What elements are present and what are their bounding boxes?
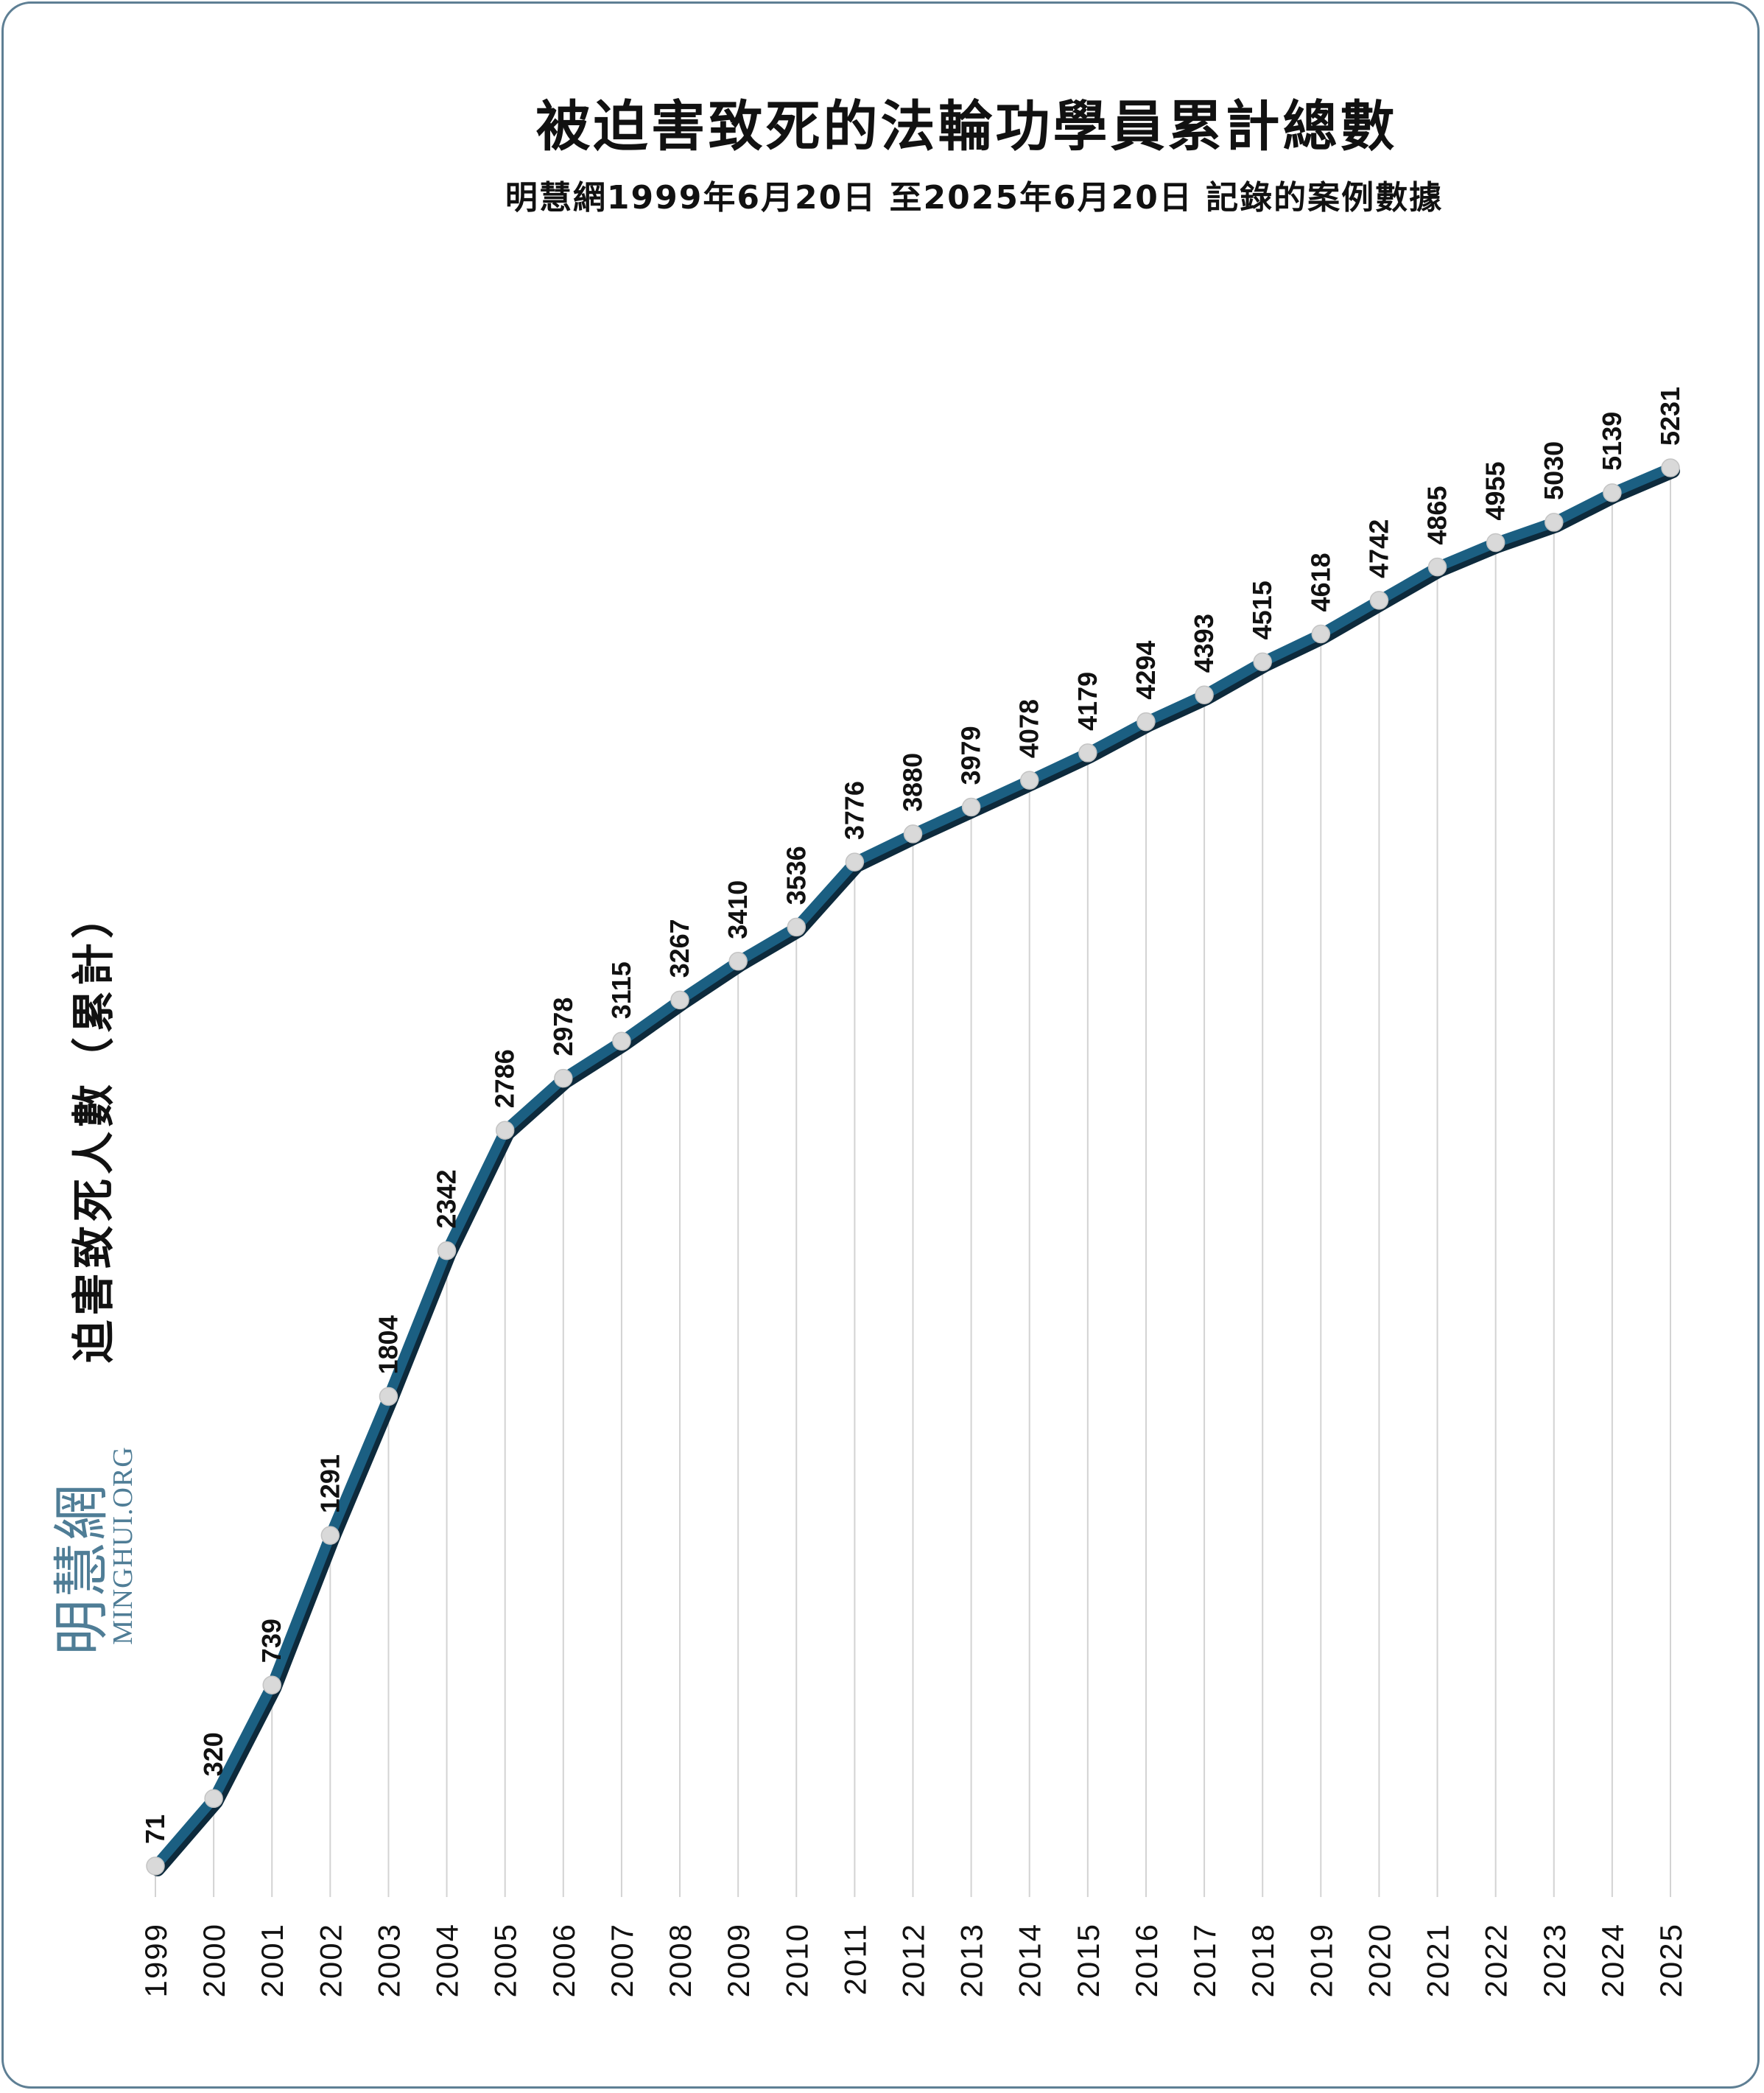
x-tick-label: 2007 [605, 1923, 639, 1997]
chart-subtitle: 明慧網1999年6月20日 至2025年6月20日 記錄的案例數據 [505, 179, 1444, 217]
data-point [903, 824, 923, 844]
data-point [1486, 533, 1505, 553]
series-line-group [150, 463, 1680, 1876]
data-label: 4393 [1189, 614, 1219, 673]
data-point [1019, 771, 1039, 790]
data-label: 3880 [898, 753, 928, 812]
data-point [204, 1789, 223, 1809]
x-tick-label: 2016 [1129, 1923, 1164, 1997]
x-tick-label: 2022 [1479, 1923, 1514, 1997]
data-point [1369, 591, 1389, 610]
x-tick-label: 2001 [255, 1923, 289, 1997]
data-point [437, 1241, 457, 1261]
x-tick-label: 2021 [1421, 1923, 1455, 1997]
data-label: 4179 [1072, 672, 1103, 731]
data-point [554, 1068, 573, 1088]
data-point [320, 1526, 340, 1545]
x-tick-label: 2017 [1187, 1923, 1222, 1997]
x-tick-label: 2025 [1654, 1923, 1688, 1997]
data-label: 4294 [1131, 641, 1161, 700]
data-point [1427, 557, 1447, 577]
x-tick-label: 2008 [663, 1923, 697, 1997]
data-point [670, 990, 689, 1010]
data-label: 3115 [606, 961, 636, 1019]
data-label: 739 [256, 1619, 287, 1663]
data-label: 4742 [1363, 519, 1394, 578]
data-point [1661, 458, 1680, 477]
markers [146, 458, 1680, 1876]
data-point [728, 952, 748, 971]
data-point [146, 1857, 165, 1876]
data-label: 71 [140, 1815, 170, 1844]
data-point [787, 917, 807, 937]
data-label: 2978 [548, 998, 578, 1056]
x-tick-label: 2000 [197, 1923, 231, 1997]
data-label: 2786 [490, 1049, 520, 1108]
data-label: 4078 [1014, 699, 1044, 758]
x-tick-label: 2023 [1537, 1923, 1572, 1997]
data-label: 3410 [723, 880, 753, 939]
x-tick-label: 2002 [313, 1923, 348, 1997]
data-point [612, 1031, 631, 1051]
data-point [1253, 652, 1272, 672]
x-tick-label: 2004 [430, 1923, 465, 1997]
data-point [1195, 685, 1214, 704]
data-point [1545, 513, 1564, 532]
x-tick-label: 2009 [721, 1923, 756, 1997]
x-tick-label: 2005 [488, 1923, 523, 1997]
x-tick-label: 2011 [837, 1923, 872, 1995]
data-point [1078, 743, 1097, 762]
x-tick-label: 2010 [779, 1923, 814, 1997]
data-point [961, 797, 981, 817]
data-label: 320 [198, 1732, 228, 1776]
data-label: 1804 [373, 1315, 403, 1374]
x-tick-label: 2003 [371, 1923, 406, 1997]
data-label: 3536 [781, 846, 811, 905]
data-point [262, 1675, 281, 1694]
data-point [495, 1121, 515, 1140]
x-tick-label: 2013 [955, 1923, 989, 1997]
x-tick-label: 1999 [138, 1923, 173, 1997]
data-label: 3979 [956, 726, 986, 785]
x-tick-label: 2012 [896, 1923, 931, 1997]
data-label: 5030 [1539, 441, 1569, 500]
gridlines [155, 468, 1671, 1897]
data-point [1311, 624, 1331, 644]
data-label: 3776 [839, 781, 869, 840]
x-tick-label: 2019 [1304, 1923, 1338, 1997]
x-tick-labels: 1999 2000 2001 2002 2003 2004 2005 2006 2007 2008… [138, 1923, 1688, 1997]
data-point [1136, 712, 1156, 732]
x-tick-label: 2024 [1595, 1923, 1630, 1997]
data-label: 4515 [1247, 581, 1277, 639]
data-labels: 71 320 739 1291 1804 2342 2786 2978 3115 3267 3410… [140, 387, 1685, 1844]
data-point [845, 852, 865, 872]
data-label: 5231 [1655, 387, 1685, 446]
data-label: 5139 [1597, 412, 1627, 471]
chart-title: 被迫害致死的法輪功學員累計總數 [535, 95, 1398, 158]
data-point [1603, 483, 1622, 502]
series-line-shadow [150, 463, 1680, 1876]
x-tick-label: 2014 [1013, 1923, 1047, 1997]
data-label: 2342 [432, 1170, 462, 1229]
data-label: 4618 [1305, 553, 1335, 611]
x-tick-label: 2020 [1362, 1923, 1396, 1997]
data-label: 4865 [1422, 486, 1452, 545]
x-tick-label: 2015 [1071, 1923, 1106, 1997]
data-label: 1291 [315, 1454, 345, 1513]
x-tick-label: 2006 [547, 1923, 581, 1997]
data-point [379, 1386, 398, 1406]
data-label: 4955 [1480, 461, 1511, 520]
data-label: 3267 [664, 919, 695, 978]
x-tick-label: 2018 [1245, 1923, 1280, 1997]
